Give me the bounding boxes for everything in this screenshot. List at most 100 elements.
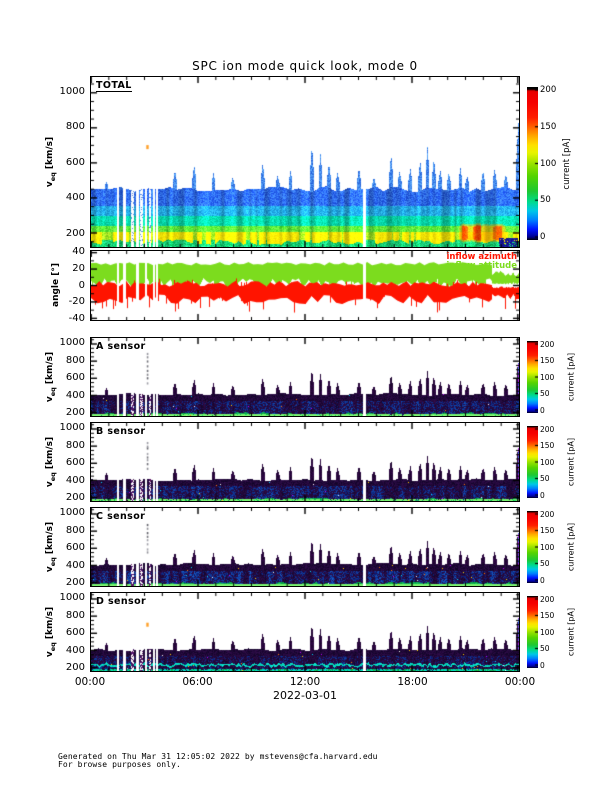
- total-spectrogram-canvas: [91, 77, 519, 247]
- footer-generated-line: Generated on Thu Mar 31 12:05:02 2022 by…: [58, 751, 378, 761]
- colorbar-gradient: [527, 87, 538, 240]
- legend-inflow-azimuth: inflow azimuth: [446, 251, 517, 262]
- colorbar-tick-label: 150: [540, 121, 557, 132]
- x-axis-date-label: 2022-03-01: [273, 689, 337, 702]
- colorbar-tick-label: 100: [540, 542, 555, 552]
- y-tick-label: 800: [65, 121, 85, 133]
- x-tick-label: 00:00: [74, 676, 106, 688]
- y-tick-label: 400: [65, 389, 85, 401]
- colorbar-tick-label: 100: [540, 158, 557, 169]
- colorbar-unit-label: current [pA]: [566, 352, 576, 402]
- colorbar-tick-label: 200: [540, 594, 555, 604]
- colorbar-tick-label: 100: [540, 457, 555, 467]
- panel-total: TOTAL: [90, 76, 520, 248]
- panel-label-a-sensor: A sensor: [96, 340, 146, 352]
- a-sensor-spectrogram-canvas: [91, 338, 519, 416]
- y-tick-label: 1000: [59, 507, 85, 519]
- y-tick-label: 800: [65, 524, 85, 536]
- panel-label-b-sensor: B sensor: [96, 425, 146, 437]
- y-axis-label-sub: eq: [48, 172, 57, 182]
- colorbar-tick-label: 100: [540, 627, 555, 637]
- colorbar-tick-label: 150: [540, 526, 555, 535]
- y-axis-label-text: v: [45, 181, 56, 188]
- y-tick-label: 1000: [59, 337, 85, 349]
- b-sensor-spectrogram-canvas: [91, 423, 519, 501]
- colorbar-unit-label: current [pA]: [566, 607, 576, 657]
- colorbar-unit-label: current [pA]: [566, 437, 576, 487]
- y-tick-label: 600: [65, 372, 85, 384]
- colorbar-a-sensor: [527, 341, 538, 413]
- y-tick-label: -20: [68, 296, 85, 308]
- y-tick-label: 200: [65, 227, 85, 239]
- y-tick-label: 400: [65, 474, 85, 486]
- page-title: SPC ion mode quick look, mode 0: [192, 59, 418, 73]
- angle-plot-canvas: [91, 251, 519, 320]
- y-tick-label: 800: [65, 354, 85, 366]
- y-tick-label: 200: [65, 577, 85, 589]
- colorbar-tick-label: 100: [540, 372, 555, 382]
- y-tick-label: 1000: [59, 85, 85, 97]
- panel-label-c-sensor: C sensor: [96, 510, 146, 522]
- y-tick-label: 0: [78, 279, 85, 291]
- d-sensor-spectrogram-canvas: [91, 593, 519, 671]
- x-tick-label: 06:00: [182, 676, 213, 688]
- legend-inflow-attitude: inflow attitude: [446, 260, 517, 271]
- colorbar-c-sensor: [527, 511, 538, 583]
- colorbar-gradient: [527, 596, 538, 668]
- y-tick-label: 1000: [59, 592, 85, 604]
- colorbar-tick-label: 50: [540, 389, 550, 398]
- colorbar-gradient: [527, 511, 538, 583]
- y-tick-label: -40: [68, 313, 85, 325]
- colorbar-tick-label: 50: [540, 474, 550, 483]
- colorbar-gradient: [527, 426, 538, 498]
- c-sensor-spectrogram-canvas: [91, 508, 519, 586]
- colorbar-tick-label: 150: [540, 441, 555, 450]
- colorbar-total: [527, 87, 538, 240]
- colorbar-tick-label: 50: [540, 195, 551, 206]
- colorbar-tick-label: 200: [540, 85, 557, 95]
- colorbar-tick-label: 50: [540, 644, 550, 653]
- y-tick-label: 600: [65, 457, 85, 469]
- colorbar-tick-label: 0: [540, 490, 545, 500]
- colorbar-unit-label: current [pA]: [562, 137, 572, 190]
- y-tick-label: 1000: [59, 422, 85, 434]
- y-tick-label: 400: [65, 644, 85, 656]
- x-tick-label: 00:00: [504, 676, 536, 688]
- x-tick-label: 18:00: [397, 676, 428, 688]
- colorbar-tick-label: 150: [540, 356, 555, 365]
- x-tick-label: 12:00: [289, 676, 321, 688]
- panel-c-sensor: C sensor: [90, 507, 520, 587]
- y-tick-label: 200: [65, 492, 85, 504]
- y-tick-label: 400: [65, 559, 85, 571]
- panel-a-sensor: A sensor: [90, 337, 520, 417]
- y-tick-label: 200: [65, 662, 85, 674]
- panel-d-sensor: D sensor: [90, 592, 520, 672]
- colorbar-unit-label: current [pA]: [566, 522, 576, 572]
- y-tick-label: 200: [65, 407, 85, 419]
- y-tick-label: 600: [65, 156, 85, 168]
- y-tick-label: 400: [65, 192, 85, 204]
- panel-label-total: TOTAL: [96, 79, 132, 92]
- y-tick-label: 20: [72, 262, 85, 274]
- y-tick-label: 600: [65, 542, 85, 554]
- colorbar-tick-label: 0: [540, 405, 545, 415]
- colorbar-gradient: [527, 341, 538, 413]
- colorbar-tick-label: 200: [540, 509, 555, 519]
- panel-b-sensor: B sensor: [90, 422, 520, 502]
- colorbar-tick-label: 0: [540, 575, 545, 585]
- colorbar-tick-label: 50: [540, 559, 550, 568]
- colorbar-tick-label: 0: [540, 232, 546, 242]
- y-tick-label: 600: [65, 627, 85, 639]
- colorbar-tick-label: 0: [540, 660, 545, 670]
- colorbar-tick-label: 200: [540, 339, 555, 349]
- panel-label-d-sensor: D sensor: [96, 595, 147, 607]
- colorbar-b-sensor: [527, 426, 538, 498]
- y-tick-label: 800: [65, 609, 85, 621]
- colorbar-d-sensor: [527, 596, 538, 668]
- colorbar-tick-label: 150: [540, 611, 555, 620]
- y-tick-label: 40: [72, 245, 85, 257]
- panel-angle: inflow azimuth inflow attitude: [90, 250, 520, 321]
- footer-browse-line: For browse purposes only.: [58, 760, 181, 769]
- colorbar-tick-label: 200: [540, 424, 555, 434]
